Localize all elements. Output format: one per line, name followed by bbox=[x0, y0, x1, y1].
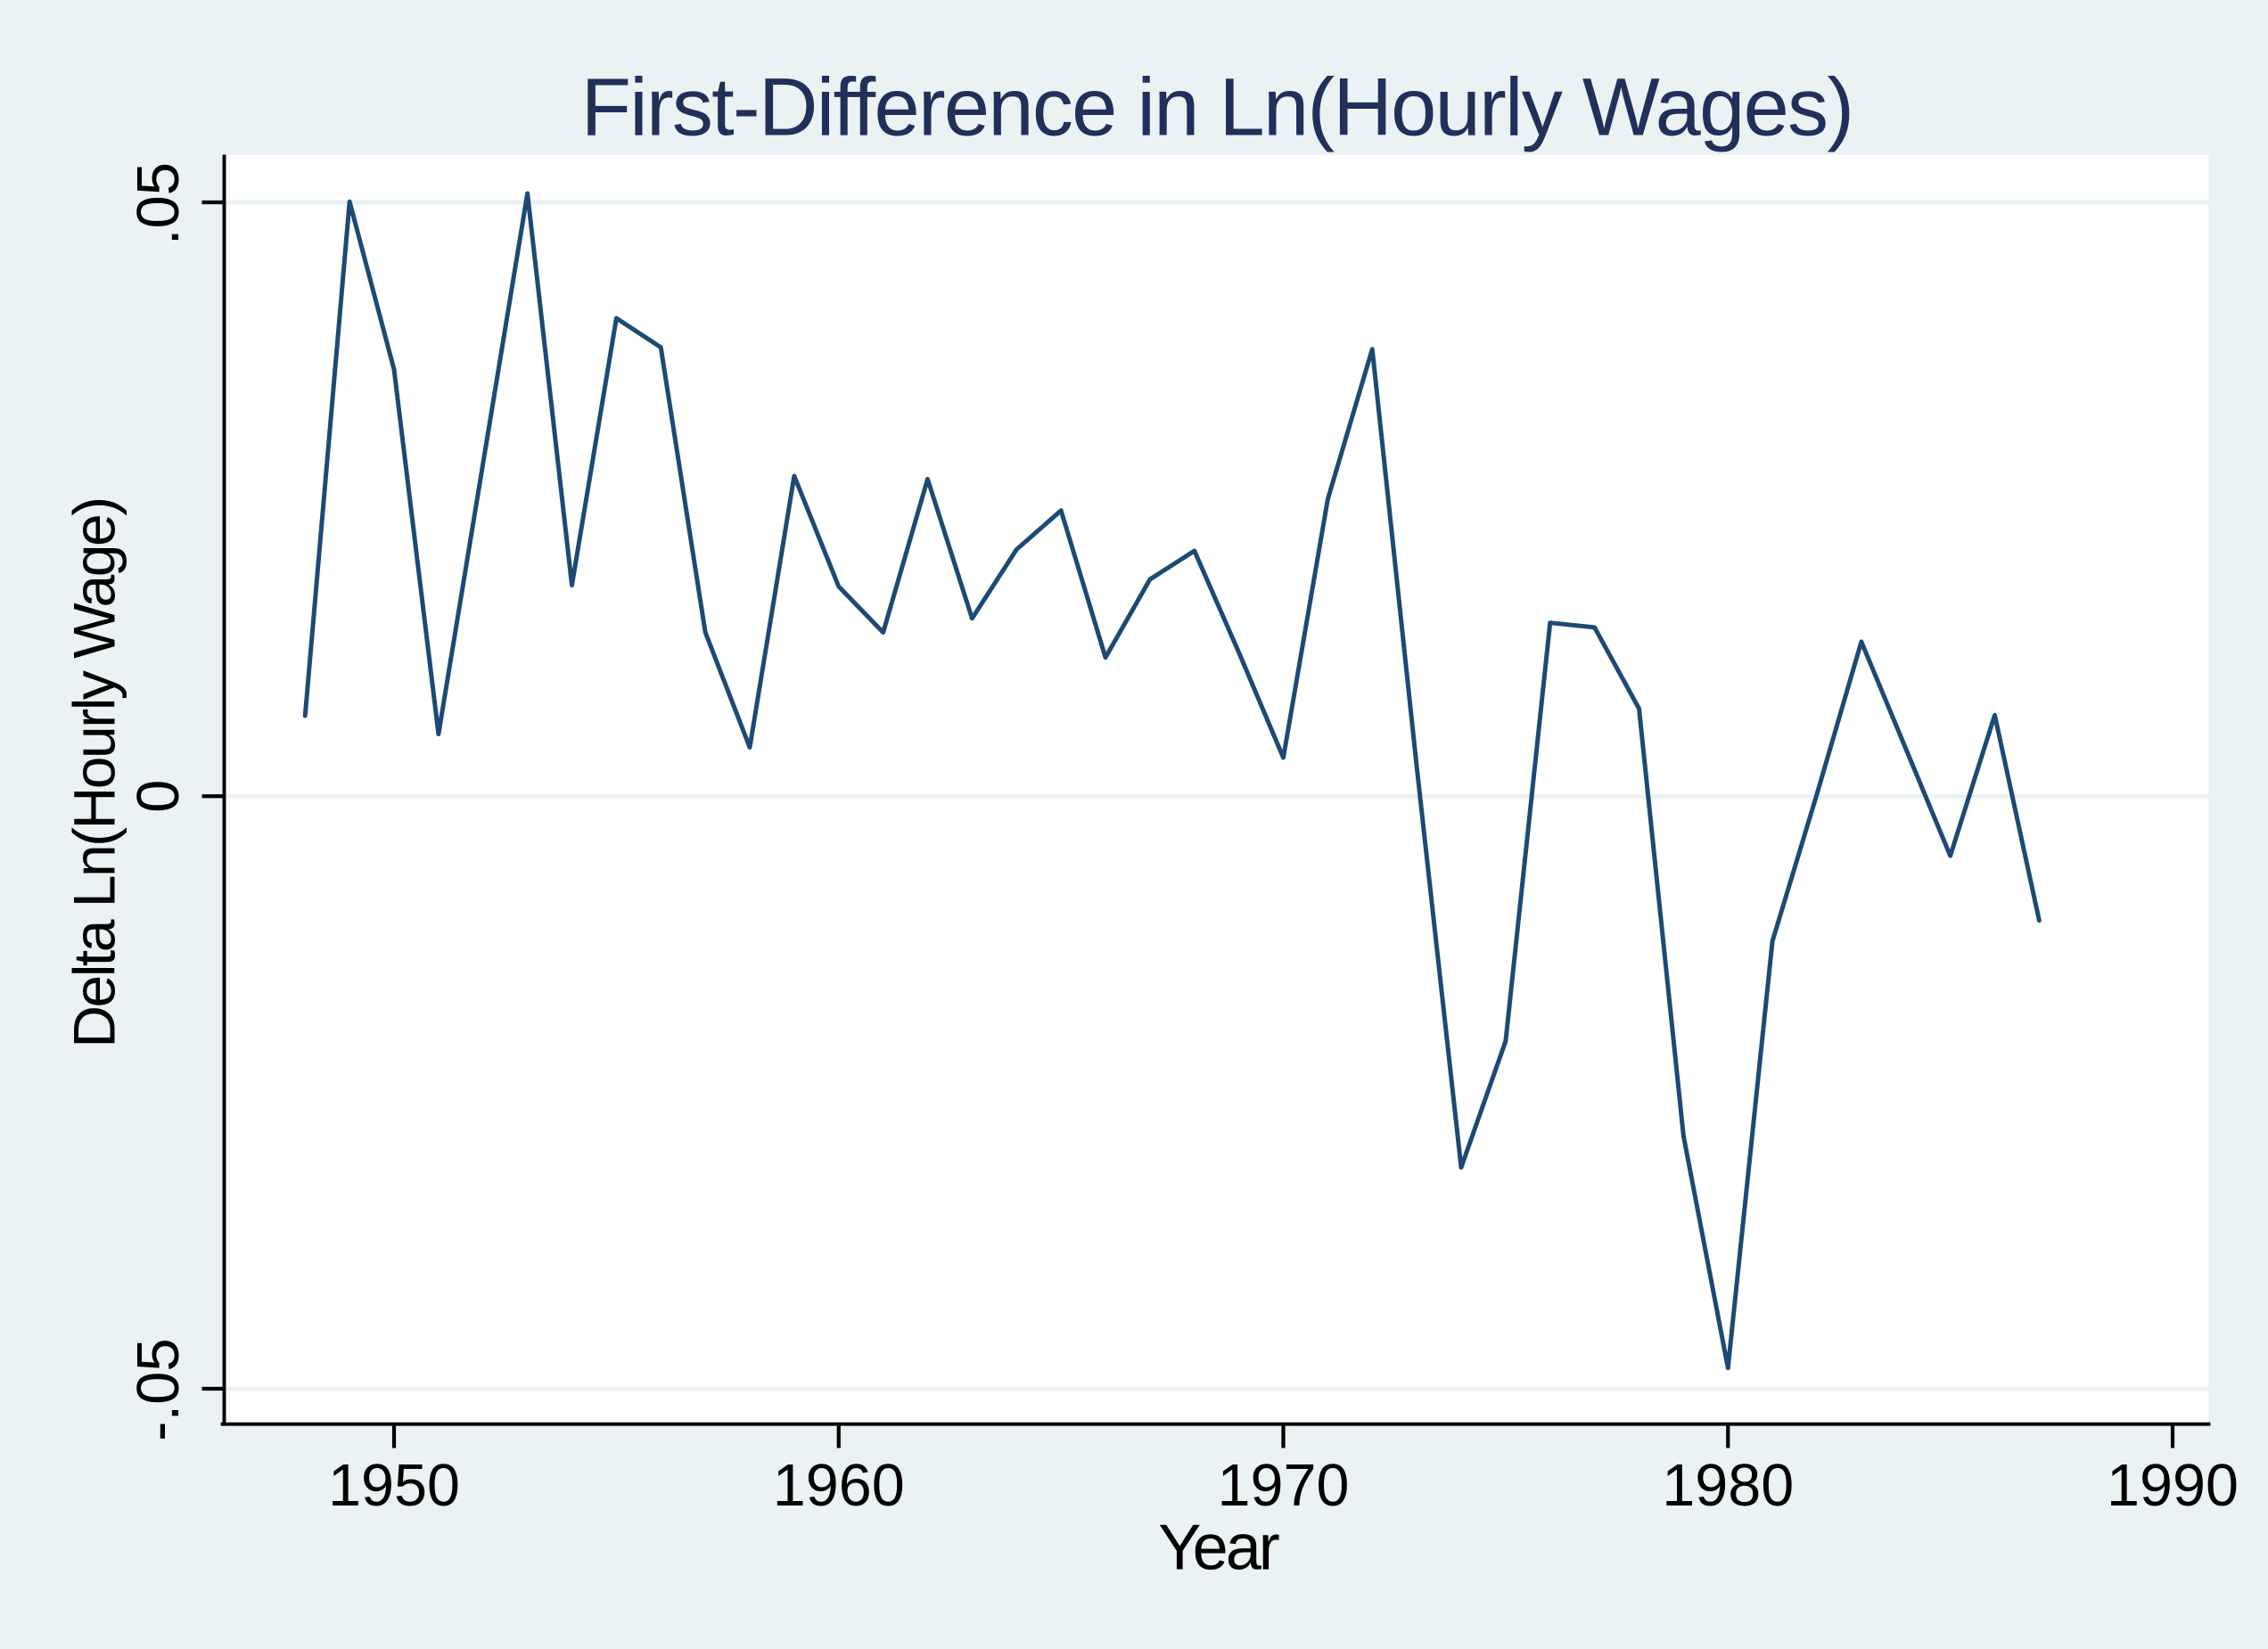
svg-text:1960: 1960 bbox=[773, 1453, 905, 1519]
svg-text:-.05: -.05 bbox=[125, 1338, 192, 1440]
svg-text:Year: Year bbox=[1158, 1513, 1279, 1584]
svg-text:1990: 1990 bbox=[2107, 1453, 2239, 1519]
svg-text:.05: .05 bbox=[125, 162, 192, 245]
svg-text:0: 0 bbox=[125, 780, 192, 813]
svg-text:First-Difference in Ln(Hourly: First-Difference in Ln(Hourly Wages) bbox=[581, 62, 1853, 153]
svg-text:1980: 1980 bbox=[1662, 1453, 1794, 1519]
svg-text:1950: 1950 bbox=[328, 1453, 460, 1519]
svg-text:Delta Ln(Hourly Wage): Delta Ln(Hourly Wage) bbox=[62, 498, 127, 1047]
svg-text:1970: 1970 bbox=[1218, 1453, 1350, 1519]
